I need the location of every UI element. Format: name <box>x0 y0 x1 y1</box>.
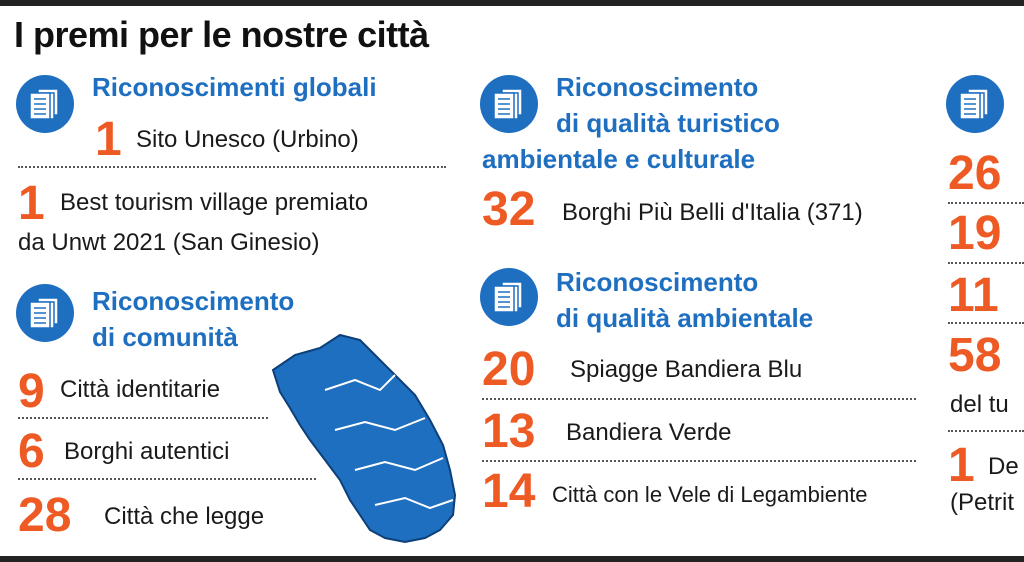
stat-number: 6 <box>18 425 45 478</box>
top-frame-bar <box>0 0 1024 6</box>
dotted-separator <box>482 460 916 462</box>
stat-number: 1 <box>95 113 122 166</box>
stat-number: 11 <box>948 269 999 322</box>
bottom-frame-bar <box>0 556 1024 562</box>
stat-number: 28 <box>18 489 72 542</box>
section-title-environment-line1: Riconoscimento <box>556 267 759 297</box>
stat-text: Città con le Vele di Legambiente <box>552 482 868 507</box>
section-title-environment-line2: di qualità ambientale <box>556 303 814 333</box>
stat-number: 26 <box>948 147 1002 200</box>
dotted-separator <box>948 202 1024 204</box>
documents-icon <box>946 75 1004 133</box>
dotted-separator <box>18 478 316 480</box>
stat-text-fragment: del tu <box>950 391 1009 418</box>
stat-text: Sito Unesco (Urbino) <box>136 126 359 153</box>
dotted-separator <box>18 166 446 168</box>
stat-number: 13 <box>482 405 536 458</box>
dotted-separator <box>948 430 1024 432</box>
page-title: I premi per le nostre città <box>14 14 429 55</box>
stat-text: Borghi Più Belli d'Italia (371) <box>562 199 863 226</box>
stat-text: Best tourism village premiato <box>60 189 369 216</box>
section-title-community-line1: Riconoscimento <box>92 286 295 316</box>
section-title-community-line2: di comunità <box>92 322 238 352</box>
stat-text: Borghi autentici <box>64 438 230 465</box>
stat-number: 9 <box>18 365 45 418</box>
section-title-tourism-line3: ambientale e culturale <box>482 144 756 174</box>
dotted-separator <box>948 322 1024 324</box>
dotted-separator <box>18 417 268 419</box>
stat-text-continued: da Unwt 2021 (San Ginesio) <box>18 229 320 256</box>
documents-icon <box>16 75 74 133</box>
stat-text-fragment: (Petrit <box>950 489 1015 516</box>
section-title-tourism-line1: Riconoscimento <box>556 72 759 102</box>
stat-number: 32 <box>482 183 536 236</box>
documents-icon <box>480 75 538 133</box>
stat-text: Città che legge <box>104 503 265 530</box>
stat-number: 19 <box>948 207 1002 260</box>
stat-number: 20 <box>482 343 536 396</box>
section-title-global-recognitions: Riconoscimenti globali <box>92 72 377 102</box>
stat-text: Città identitarie <box>60 376 221 403</box>
stat-text: Spiagge Bandiera Blu <box>570 356 803 383</box>
dotted-separator <box>948 262 1024 264</box>
region-map <box>271 333 457 544</box>
stat-number: 1 <box>18 177 45 230</box>
stat-number: 58 <box>948 329 1002 382</box>
stat-number: 1 <box>948 439 975 492</box>
section-title-tourism-line2: di qualità turistico <box>556 108 780 138</box>
documents-icon <box>480 268 538 326</box>
documents-icon <box>16 284 74 342</box>
dotted-separator <box>482 398 916 400</box>
stat-text-fragment: De <box>988 453 1019 480</box>
stat-text: Bandiera Verde <box>566 419 732 446</box>
stat-number: 14 <box>482 465 536 518</box>
